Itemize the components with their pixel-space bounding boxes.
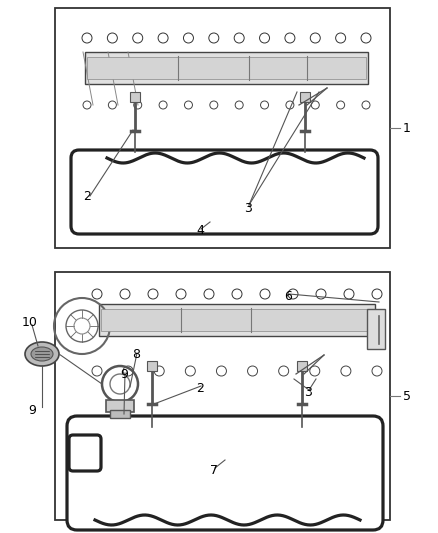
Bar [297,361,307,371]
Text: 3: 3 [304,385,312,399]
Text: 5: 5 [403,390,411,402]
Bar [87,57,366,79]
Text: 9: 9 [120,367,128,381]
Bar [106,400,134,412]
FancyBboxPatch shape [67,416,383,530]
Text: 8: 8 [132,349,140,361]
Text: 7: 7 [210,464,218,477]
Bar [99,304,375,336]
Text: 2: 2 [83,190,91,203]
Ellipse shape [31,347,53,361]
Bar [147,361,157,371]
Text: 9: 9 [28,403,36,416]
Bar [55,272,390,520]
Text: 2: 2 [196,382,204,394]
Bar [101,309,373,331]
Bar [367,309,385,349]
Bar [300,92,310,102]
FancyBboxPatch shape [71,150,378,234]
Bar [85,52,368,84]
FancyBboxPatch shape [69,435,101,471]
Bar [110,410,130,418]
Ellipse shape [25,342,59,366]
Bar [130,92,140,102]
Text: 1: 1 [403,122,411,134]
Text: 10: 10 [22,316,38,328]
Text: 4: 4 [196,224,204,238]
Bar [55,8,390,248]
Text: 3: 3 [244,201,252,214]
Text: 6: 6 [284,289,292,303]
